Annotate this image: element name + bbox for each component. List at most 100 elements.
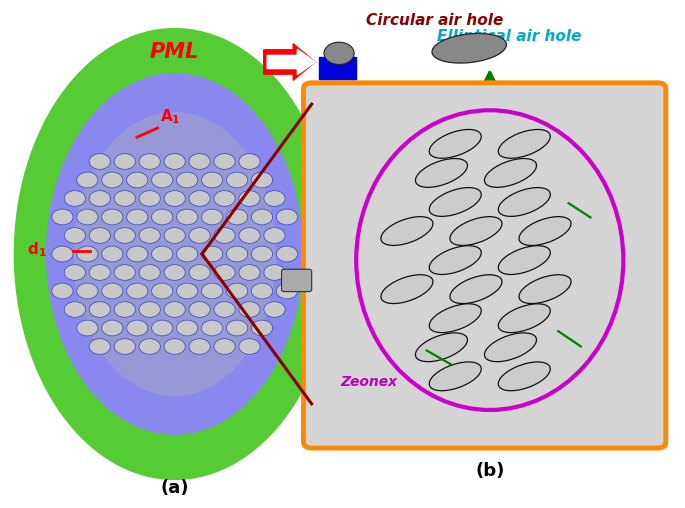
Ellipse shape bbox=[139, 153, 160, 169]
Ellipse shape bbox=[114, 190, 136, 206]
Ellipse shape bbox=[264, 302, 285, 318]
Ellipse shape bbox=[114, 153, 136, 169]
Text: PML: PML bbox=[150, 42, 199, 62]
Ellipse shape bbox=[264, 228, 285, 243]
Ellipse shape bbox=[429, 362, 482, 391]
Ellipse shape bbox=[151, 246, 173, 262]
Ellipse shape bbox=[164, 228, 185, 243]
Ellipse shape bbox=[201, 320, 223, 336]
Ellipse shape bbox=[201, 209, 223, 225]
Ellipse shape bbox=[239, 265, 260, 280]
Ellipse shape bbox=[264, 265, 285, 280]
Ellipse shape bbox=[201, 283, 223, 299]
Ellipse shape bbox=[356, 110, 623, 410]
Ellipse shape bbox=[201, 246, 223, 262]
Ellipse shape bbox=[101, 209, 123, 225]
Ellipse shape bbox=[89, 339, 110, 355]
Ellipse shape bbox=[52, 209, 73, 225]
Ellipse shape bbox=[276, 246, 297, 262]
FancyBboxPatch shape bbox=[319, 57, 356, 79]
FancyArrow shape bbox=[264, 44, 315, 80]
FancyArrow shape bbox=[267, 49, 315, 75]
Ellipse shape bbox=[429, 130, 482, 158]
Ellipse shape bbox=[189, 302, 210, 318]
Ellipse shape bbox=[114, 339, 136, 355]
Ellipse shape bbox=[127, 320, 148, 336]
Ellipse shape bbox=[114, 228, 136, 243]
Text: $\mathbf{A_1}$: $\mathbf{A_1}$ bbox=[160, 108, 181, 126]
Ellipse shape bbox=[214, 153, 235, 169]
Ellipse shape bbox=[89, 265, 110, 280]
Ellipse shape bbox=[101, 246, 123, 262]
Text: (a): (a) bbox=[160, 479, 189, 497]
Ellipse shape bbox=[101, 172, 123, 188]
Ellipse shape bbox=[450, 216, 502, 245]
Ellipse shape bbox=[239, 302, 260, 318]
Ellipse shape bbox=[89, 190, 110, 206]
Ellipse shape bbox=[227, 172, 248, 188]
Ellipse shape bbox=[64, 265, 86, 280]
Text: Circular air hole: Circular air hole bbox=[366, 13, 504, 28]
Ellipse shape bbox=[139, 302, 160, 318]
Ellipse shape bbox=[214, 190, 235, 206]
Ellipse shape bbox=[114, 265, 136, 280]
Ellipse shape bbox=[77, 320, 98, 336]
Ellipse shape bbox=[429, 187, 482, 216]
Ellipse shape bbox=[251, 246, 273, 262]
Text: Zeonex: Zeonex bbox=[311, 97, 374, 112]
Ellipse shape bbox=[64, 190, 86, 206]
Ellipse shape bbox=[177, 320, 198, 336]
Ellipse shape bbox=[77, 246, 98, 262]
Text: $\mathbf{\Lambda_c}$: $\mathbf{\Lambda_c}$ bbox=[409, 367, 425, 382]
Ellipse shape bbox=[214, 302, 235, 318]
Ellipse shape bbox=[151, 209, 173, 225]
Ellipse shape bbox=[189, 190, 210, 206]
Ellipse shape bbox=[164, 265, 185, 280]
Text: Zeonex: Zeonex bbox=[340, 375, 397, 389]
FancyBboxPatch shape bbox=[303, 83, 666, 448]
Ellipse shape bbox=[498, 130, 550, 158]
Ellipse shape bbox=[429, 246, 482, 274]
Ellipse shape bbox=[432, 34, 506, 63]
Ellipse shape bbox=[164, 302, 185, 318]
Ellipse shape bbox=[498, 304, 550, 333]
Ellipse shape bbox=[127, 172, 148, 188]
Ellipse shape bbox=[77, 209, 98, 225]
Ellipse shape bbox=[498, 246, 550, 274]
Ellipse shape bbox=[89, 153, 110, 169]
Text: (b): (b) bbox=[475, 462, 504, 481]
Ellipse shape bbox=[498, 187, 550, 216]
Ellipse shape bbox=[177, 246, 198, 262]
Ellipse shape bbox=[519, 216, 571, 245]
Ellipse shape bbox=[201, 172, 223, 188]
Ellipse shape bbox=[484, 158, 536, 187]
Text: $\mathbf{d_1}$: $\mathbf{d_1}$ bbox=[27, 241, 47, 259]
Ellipse shape bbox=[214, 228, 235, 243]
Ellipse shape bbox=[52, 283, 73, 299]
Ellipse shape bbox=[77, 283, 98, 299]
Ellipse shape bbox=[251, 172, 273, 188]
Ellipse shape bbox=[151, 172, 173, 188]
Ellipse shape bbox=[151, 320, 173, 336]
Ellipse shape bbox=[239, 190, 260, 206]
Ellipse shape bbox=[64, 228, 86, 243]
FancyBboxPatch shape bbox=[282, 269, 312, 292]
Text: $\mathbf{d_b}$: $\mathbf{d_b}$ bbox=[583, 348, 600, 365]
Ellipse shape bbox=[264, 190, 285, 206]
Ellipse shape bbox=[381, 216, 433, 245]
Ellipse shape bbox=[139, 339, 160, 355]
Ellipse shape bbox=[251, 283, 273, 299]
Ellipse shape bbox=[227, 246, 248, 262]
Ellipse shape bbox=[127, 283, 148, 299]
Ellipse shape bbox=[64, 302, 86, 318]
Text: $\mathbf{d_a}$: $\mathbf{d_a}$ bbox=[593, 219, 609, 236]
Ellipse shape bbox=[52, 246, 73, 262]
Ellipse shape bbox=[276, 283, 297, 299]
Ellipse shape bbox=[164, 153, 185, 169]
Ellipse shape bbox=[127, 246, 148, 262]
Ellipse shape bbox=[177, 209, 198, 225]
Ellipse shape bbox=[239, 153, 260, 169]
Ellipse shape bbox=[498, 362, 550, 391]
Ellipse shape bbox=[415, 333, 467, 362]
Ellipse shape bbox=[519, 275, 571, 304]
